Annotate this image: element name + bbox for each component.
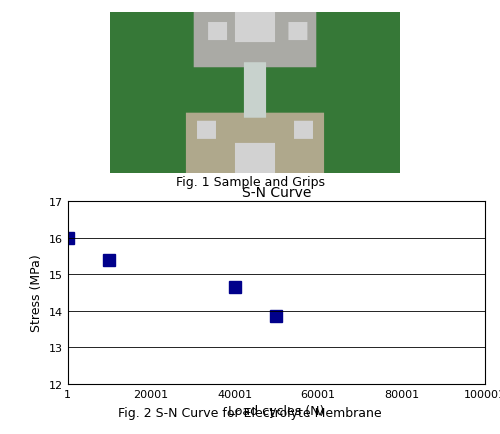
Title: S-N Curve: S-N Curve	[242, 185, 311, 199]
Text: Fig. 2 S-N Curve for Electrolyte Membrane: Fig. 2 S-N Curve for Electrolyte Membran…	[118, 406, 382, 419]
Text: Fig. 1 Sample and Grips: Fig. 1 Sample and Grips	[176, 176, 324, 189]
X-axis label: Load cycles (N): Load cycles (N)	[228, 404, 324, 418]
Y-axis label: Stress (MPa): Stress (MPa)	[30, 254, 43, 332]
